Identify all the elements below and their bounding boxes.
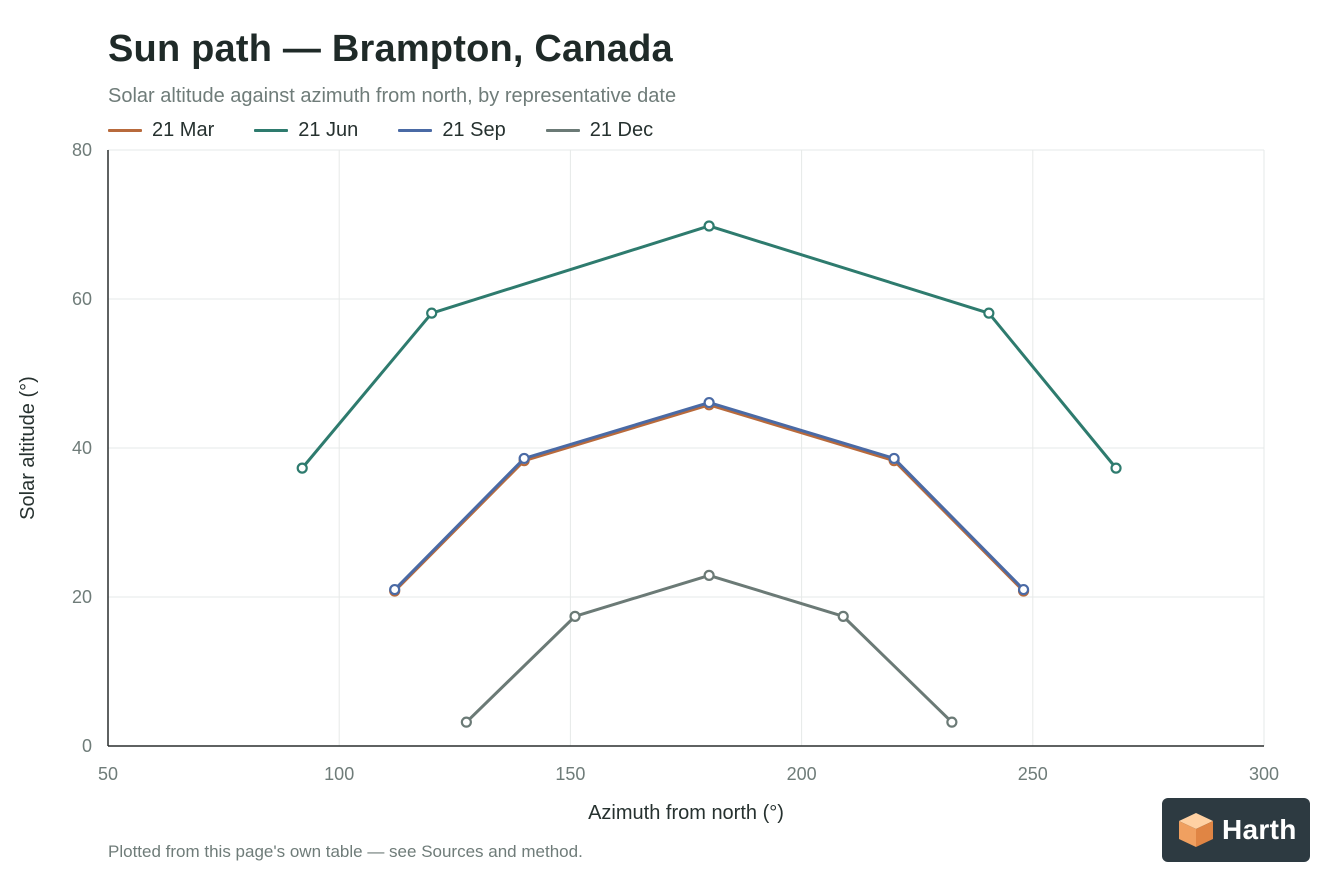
y-tick-label-20: 20	[72, 587, 92, 607]
data-point-21-jun-2	[703, 220, 715, 232]
y-tick-label-80: 80	[72, 140, 92, 160]
x-tick-label-150: 150	[555, 764, 585, 784]
data-point-21-jun-1	[426, 307, 438, 319]
series-line-21-sep	[393, 401, 1026, 592]
cube-icon	[1179, 813, 1213, 847]
logo-text: Harth	[1222, 814, 1297, 845]
legend-swatch-21-jun	[254, 129, 289, 132]
x-tick-label-200: 200	[787, 764, 817, 784]
y-tick-label-0: 0	[82, 736, 92, 756]
x-tick-label-50: 50	[98, 764, 118, 784]
data-point-21-dec-1	[569, 610, 581, 622]
data-point-21-dec-4	[946, 716, 958, 728]
x-axis-label: Azimuth from north (°)	[588, 802, 784, 824]
data-point-21-sep-3	[888, 452, 900, 465]
legend-label-21-mar: 21 Mar	[152, 119, 215, 141]
y-axis-label: Solar altitude (°)	[17, 376, 39, 520]
data-point-21-sep-1	[518, 452, 530, 465]
legend-item-21-dec[interactable]: 21 Dec	[545, 119, 654, 142]
legend-item-21-jun[interactable]: 21 Jun	[254, 119, 358, 142]
y-tick-label-40: 40	[72, 438, 92, 458]
legend-label-21-dec: 21 Dec	[589, 119, 654, 141]
legend-label-21-jun: 21 Jun	[298, 119, 359, 141]
data-point-21-dec-3	[837, 610, 849, 622]
legend-swatch-21-sep	[398, 129, 433, 132]
data-point-21-sep-4	[1017, 583, 1030, 596]
page-subtitle: Solar altitude against azimuth from nort…	[108, 85, 677, 107]
x-tick-label-300: 300	[1249, 764, 1279, 784]
legend-item-21-mar[interactable]: 21 Mar	[108, 119, 214, 142]
series-line-21-mar	[393, 403, 1026, 593]
data-point-21-sep-2	[703, 396, 715, 409]
series-line-21-jun	[300, 224, 1118, 470]
data-point-21-sep-0	[389, 583, 401, 596]
x-tick-label-100: 100	[324, 764, 354, 784]
legend-swatch-21-mar	[108, 129, 142, 132]
page-title: Sun path — Brampton, Canada	[108, 28, 673, 70]
harth-logo[interactable]: Harth	[1162, 798, 1310, 862]
footnote: Plotted from this page's own table — see…	[108, 842, 583, 861]
data-point-21-dec-2	[703, 569, 715, 581]
chart-legend: 21 Mar 21 Jun 21 Sep 21 Dec	[108, 119, 693, 142]
data-point-21-jun-0	[296, 462, 308, 474]
data-point-21-jun-4	[1110, 462, 1122, 474]
legend-item-21-sep[interactable]: 21 Sep	[398, 119, 506, 142]
data-point-21-jun-3	[983, 307, 995, 319]
data-point-21-dec-0	[460, 716, 472, 728]
legend-swatch-21-dec	[545, 129, 580, 132]
x-tick-label-250: 250	[1018, 764, 1048, 784]
y-tick-label-60: 60	[72, 289, 92, 309]
legend-label-21-sep: 21 Sep	[442, 119, 506, 141]
